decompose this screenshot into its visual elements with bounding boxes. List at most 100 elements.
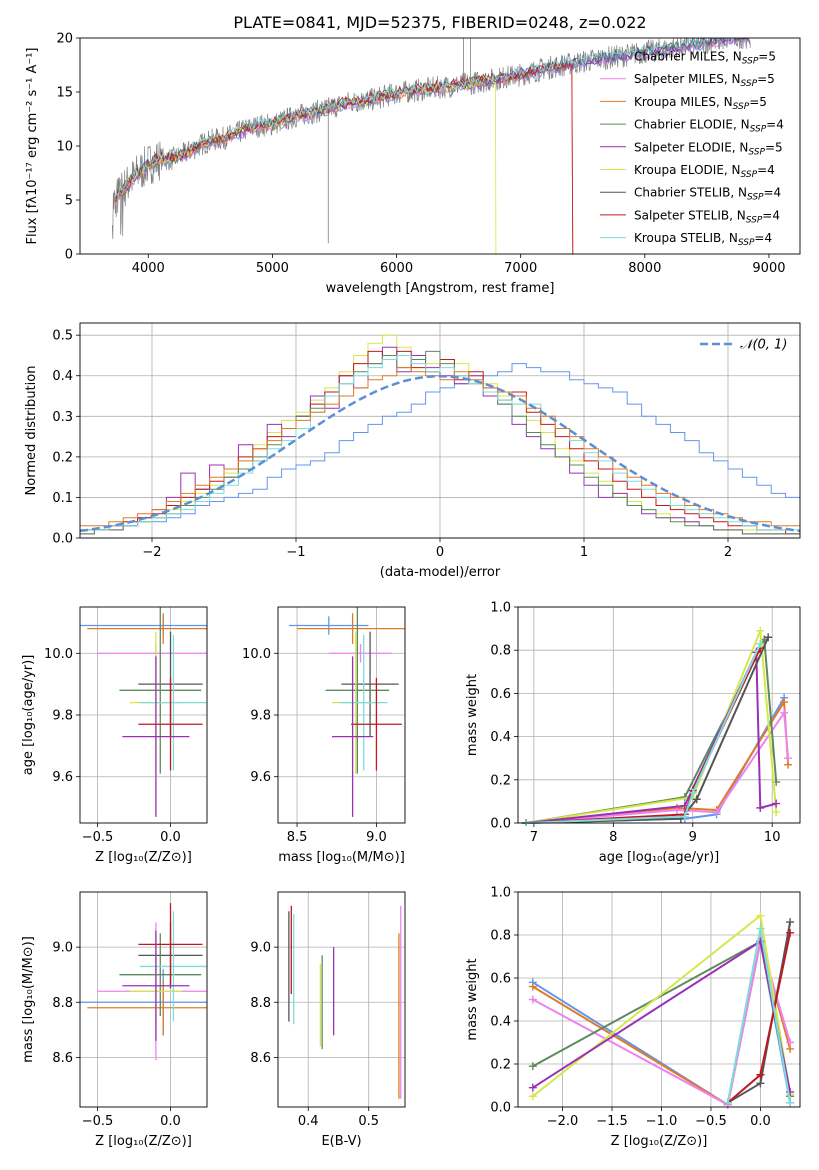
x-tick-label: 0.4: [298, 1114, 319, 1129]
y-tick-label: 0.2: [490, 1058, 511, 1073]
x-tick-label: −0.5: [695, 1114, 727, 1129]
weight-point-marker: [756, 911, 765, 920]
y-tick-label: 5: [65, 194, 73, 209]
x-tick-label: 5000: [256, 261, 289, 276]
age-vs-metallicity-panel: −0.5 0.0 9.6 9.8 10.0 Z [log₁₀(Z/Z⊙)] age [log…: [21, 606, 208, 865]
x-tick-label: 9: [689, 830, 697, 845]
x-tick-label: 2: [724, 545, 732, 560]
x-axis-label: E(B-V): [321, 1134, 361, 1149]
weight-point-marker: [786, 1098, 795, 1107]
weight-point-marker: [784, 754, 793, 763]
x-tick-label: 9000: [752, 261, 785, 276]
x-tick-label: 0: [436, 545, 444, 560]
legend-value: =5: [749, 95, 767, 109]
y-tick-label: 0.2: [490, 773, 511, 788]
y-tick-label: 9.8: [250, 709, 271, 724]
weight-point-marker: [528, 1083, 537, 1092]
weight-line: [525, 636, 770, 824]
weight-line: [532, 941, 792, 1107]
weight-line: [525, 651, 777, 824]
y-tick-label: 8.8: [250, 996, 271, 1011]
weight-line-area: [528, 911, 795, 1109]
weight-line: [525, 643, 762, 824]
legend-value: =4: [757, 163, 775, 177]
y-tick-label: 1.0: [490, 886, 511, 901]
x-tick-label: −0.5: [82, 1114, 114, 1129]
histogram-area: [80, 334, 800, 535]
x-axis-label: age [log₁₀(age/yr)]: [599, 850, 720, 865]
weight-vs-age-panel: 7 8 9 10 0.0 0.2 0.4 0.6 0.8 1.0 age [log₁₀(age/yr…: [465, 601, 801, 865]
x-axis-label: Z [log₁₀(Z/Z⊙)]: [95, 850, 192, 865]
y-tick-label: 0.4: [52, 369, 73, 384]
weight-point-marker: [780, 698, 789, 707]
x-tick-label: 7000: [504, 261, 537, 276]
errorbar-area: [80, 903, 207, 1061]
legend-subscript: SSP: [742, 57, 759, 67]
y-tick-label: 0.6: [490, 972, 511, 987]
y-tick-label: 0: [65, 248, 73, 263]
legend-value: =4: [762, 208, 780, 222]
x-axis-label: mass [log₁₀(M/M⊙)]: [278, 850, 405, 865]
y-tick-label: 0.1: [52, 491, 73, 506]
y-tick-label: 9.6: [250, 770, 271, 785]
legend-label: Chabrier ELODIE, NSSP=4: [634, 118, 784, 135]
weight-point-marker: [772, 808, 781, 817]
legend-label: Kroupa STELIB, NSSP=4: [634, 231, 772, 248]
x-tick-label: −2: [142, 545, 161, 560]
y-tick-label: 0.0: [52, 532, 73, 547]
x-tick-label: 10: [764, 830, 781, 845]
x-tick-label: 0.0: [160, 1114, 181, 1129]
x-tick-label: 1: [580, 545, 588, 560]
weight-point-marker: [772, 799, 781, 808]
x-tick-label: −0.5: [82, 830, 114, 845]
histogram-step-line: [80, 355, 800, 531]
legend-label: Chabrier STELIB, NSSP=4: [634, 186, 781, 203]
x-tick-label: −1: [286, 545, 305, 560]
weight-point-marker: [756, 803, 765, 812]
y-tick-label: 0.0: [490, 817, 511, 832]
weight-point-marker: [723, 1098, 732, 1107]
weight-point-marker: [756, 1070, 765, 1079]
y-tick-label: 9.6: [52, 770, 73, 785]
residuals-panel: −2 −1 0 1 2 0.0 0.1 0.2 0.3 0.4 0.5 (data-model)/er…: [24, 322, 801, 580]
figure-title: PLATE=0841, MJD=52375, FIBERID=0248, z=0…: [233, 13, 646, 32]
x-tick-label: 4000: [132, 261, 165, 276]
weight-line-area: [521, 626, 793, 826]
y-axis-label: Flux [fλ10⁻¹⁷ erg cm⁻² s⁻¹ A⁻¹]: [25, 48, 40, 245]
legend-value: =5: [765, 140, 783, 154]
y-tick-label: 10: [56, 140, 73, 155]
y-tick-label: 8.6: [250, 1051, 271, 1066]
weight-point-marker: [528, 1062, 537, 1071]
x-tick-label: 8.5: [287, 830, 308, 845]
weight-point-marker: [756, 639, 765, 648]
weight-line: [525, 698, 790, 824]
legend-subscript: SSP: [738, 238, 755, 248]
y-tick-label: 9.0: [250, 941, 271, 956]
axes-frame: [517, 606, 801, 824]
weight-point-marker: [528, 995, 537, 1004]
y-tick-label: 9.0: [52, 941, 73, 956]
y-tick-label: 10.0: [242, 647, 271, 662]
gaussian-reference-line: [80, 374, 800, 533]
weight-point-marker: [756, 1079, 765, 1088]
x-tick-label: 8: [609, 830, 617, 845]
x-tick-label: 8000: [628, 261, 661, 276]
x-axis-label: Z [log₁₀(Z/Z⊙)]: [95, 1134, 192, 1149]
weight-point-marker: [786, 1038, 795, 1047]
y-tick-label: 8.8: [52, 996, 73, 1011]
y-tick-label: 1.0: [490, 601, 511, 616]
spectrum-panel: 4000 5000 6000 7000 8000 9000 0 5 10 15 20 waveleng…: [25, 32, 801, 296]
axes-frame: [79, 37, 801, 255]
weight-point-marker: [528, 1092, 537, 1101]
y-tick-label: 0.2: [52, 450, 73, 465]
legend-label: Kroupa ELODIE, NSSP=4: [634, 163, 775, 180]
x-tick-label: 7: [530, 830, 538, 845]
errorbar-area: [288, 905, 402, 1099]
legend-subscript: SSP: [741, 170, 758, 180]
y-tick-label: 0.0: [490, 1101, 511, 1116]
y-axis-label: mass weight: [465, 958, 480, 1040]
weight-point-marker: [786, 928, 795, 937]
errorbar-area: [289, 607, 405, 817]
axes-frame: [517, 891, 801, 1108]
